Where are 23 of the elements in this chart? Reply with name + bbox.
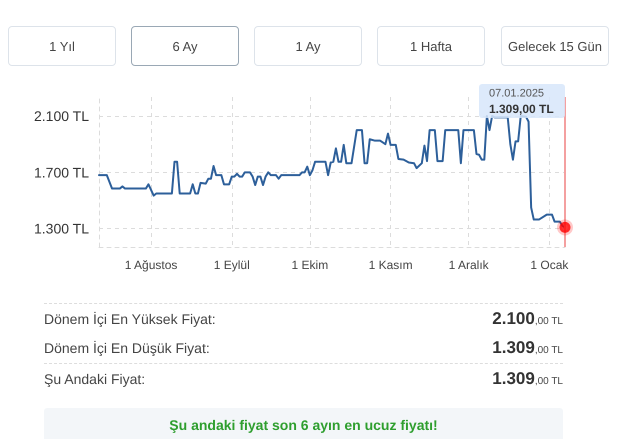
x-tick-label: 1 Ocak	[530, 258, 570, 272]
x-tick-label: 1 Ekim	[292, 258, 328, 272]
x-tick-label: 1 Eylül	[214, 258, 250, 272]
x-tick-label: 1 Aralık	[448, 258, 490, 272]
text: Dönem İçi En Yüksek Fiyat:	[44, 310, 216, 326]
text: 6 Ay	[131, 26, 239, 66]
text: Şu Andaki Fiyat:	[44, 370, 146, 386]
text: 2.100,00 TL	[492, 308, 563, 328]
text: 1 Yıl	[8, 26, 116, 66]
text: 1 Hafta	[377, 26, 485, 66]
y-tick-label: 2.100 TL	[34, 108, 90, 124]
text: Şu andaki fiyat son 6 ayın en ucuz fiyatı!	[44, 408, 563, 439]
annotation: 1.309,00 TL	[489, 102, 554, 116]
text: Gelecek 15 Gün	[501, 26, 609, 66]
y-tick-label: 1.300 TL	[34, 220, 90, 237]
x-tick-label: 1 Ağustos	[124, 258, 178, 272]
annotation: 07.01.2025	[489, 88, 544, 100]
text: 1.309,00 TL	[492, 368, 563, 388]
x-tick-label: 1 Kasım	[368, 258, 413, 272]
text: 1 Ay	[254, 26, 362, 66]
y-tick-label: 1.700 TL	[34, 164, 90, 180]
text: 1.309,00 TL	[492, 338, 563, 357]
text: Dönem İçi En Düşük Fiyat:	[44, 340, 210, 356]
